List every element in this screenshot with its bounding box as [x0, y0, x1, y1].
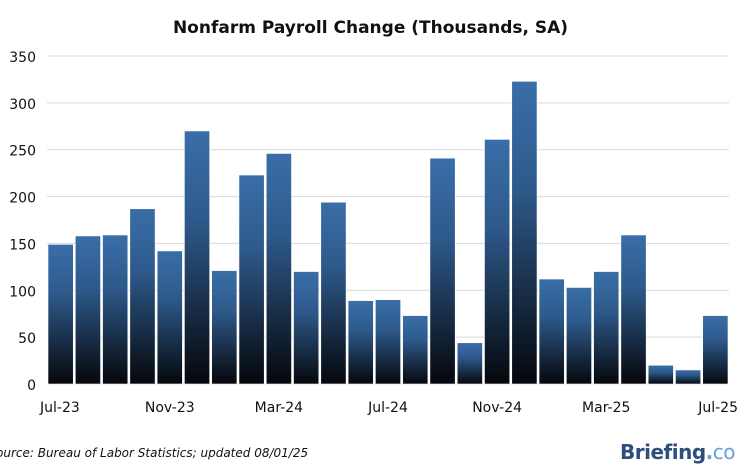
bar-May-24 — [320, 201, 347, 385]
bar-Sep-24 — [429, 157, 456, 385]
bar-Aug-23 — [74, 235, 101, 385]
bar-Oct-23 — [129, 208, 156, 385]
bar-Mar-24 — [265, 153, 292, 385]
x-tick-label: Nov-23 — [145, 400, 195, 416]
y-tick-label: 200 — [9, 191, 36, 207]
y-tick-label: 250 — [9, 144, 36, 160]
bar-Jul-23 — [47, 244, 74, 385]
bar-Dec-24 — [511, 81, 538, 385]
y-tick-label: 0 — [27, 378, 36, 394]
brand-dot: . — [705, 440, 714, 464]
bar-Feb-25 — [566, 287, 592, 385]
bar-Jun-24 — [347, 300, 374, 385]
bar-Jul-24 — [375, 299, 401, 385]
bar-Dec-23 — [184, 130, 210, 385]
bar-Apr-24 — [293, 271, 320, 385]
brand-name: Briefing — [620, 440, 706, 464]
bars — [47, 81, 729, 385]
bar-Aug-24 — [402, 315, 429, 385]
bar-Oct-24 — [456, 342, 483, 385]
x-tick-label: Jul-25 — [697, 400, 738, 416]
brand-tld: co — [712, 440, 736, 464]
y-tick-label: 150 — [9, 237, 36, 253]
x-tick-label: Mar-25 — [582, 400, 630, 416]
briefing-logo: Briefing.co — [620, 440, 735, 464]
x-tick-label: Jul-23 — [39, 400, 80, 416]
bar-Jan-25 — [538, 278, 565, 385]
y-tick-label: 350 — [9, 50, 36, 66]
x-tick-label: Jul-24 — [367, 400, 408, 416]
y-tick-label: 100 — [9, 284, 36, 300]
bar-Feb-24 — [238, 174, 265, 385]
x-axis-ticks: Jul-23 Nov-23 Mar-24 Jul-24 Nov-24 Mar-25 Jul-… — [39, 400, 738, 416]
chart-title: Nonfarm Payroll Change (Thousands, SA) — [172, 18, 569, 38]
bar-Jul-25 — [702, 315, 729, 385]
bar-Nov-24 — [484, 139, 511, 385]
bar-Apr-25 — [620, 234, 647, 385]
bar-Jan-24 — [211, 270, 238, 385]
bar-Jun-25 — [675, 369, 702, 385]
y-tick-label: 50 — [18, 331, 36, 347]
y-axis-ticks: 0 50 100 150 200 250 300 350 — [9, 50, 36, 394]
bar-May-25 — [647, 364, 674, 385]
y-tick-label: 300 — [9, 97, 36, 113]
bar-Sep-23 — [102, 234, 129, 385]
bar-Mar-25 — [593, 271, 620, 385]
x-tick-label: Nov-24 — [472, 400, 522, 416]
bar-Nov-23 — [156, 250, 183, 385]
x-tick-label: Mar-24 — [255, 400, 303, 416]
source-note: ource: Bureau of Labor Statistics; updat… — [0, 446, 309, 460]
